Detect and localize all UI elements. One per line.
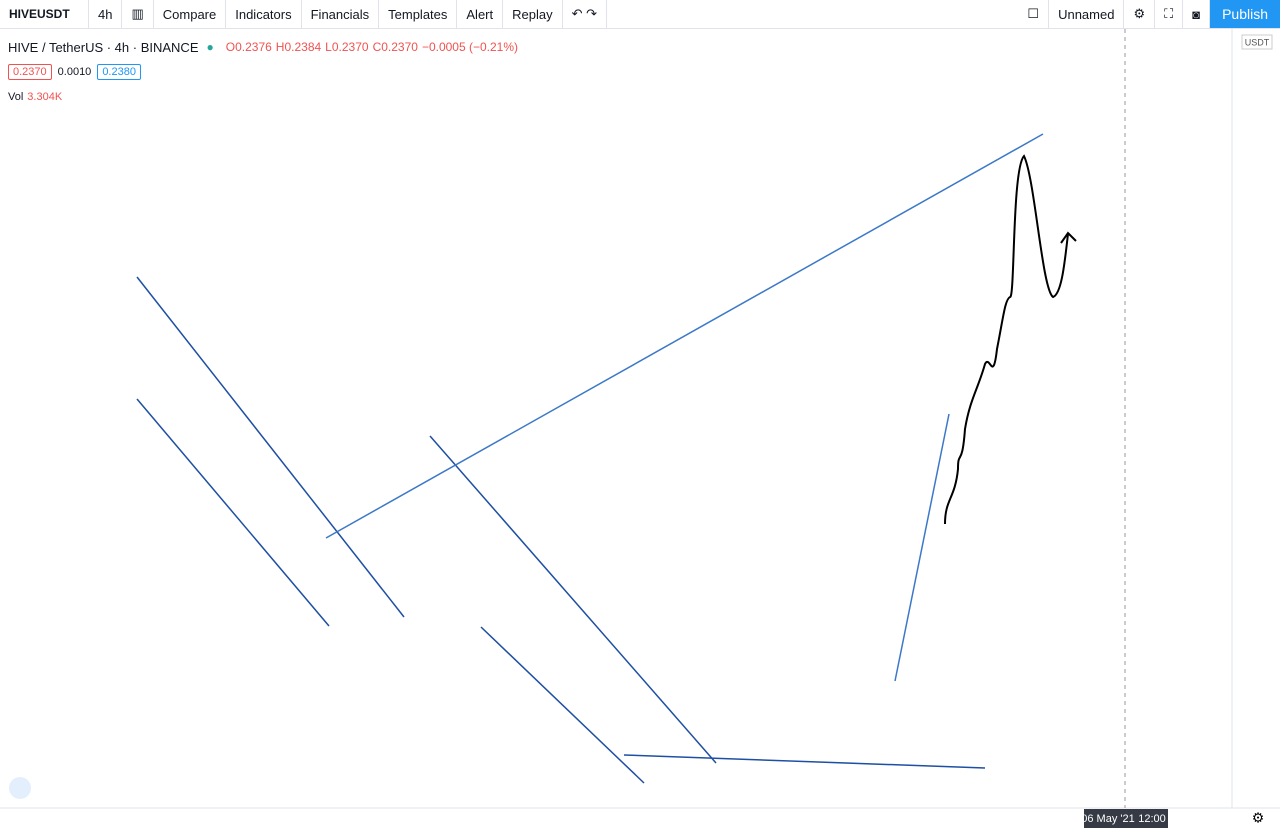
layout-name[interactable]: Unnamed bbox=[1049, 0, 1125, 28]
status-dot: ● bbox=[206, 40, 214, 54]
toolbar-button[interactable]: Alert bbox=[457, 0, 504, 28]
toolbar-button[interactable]: Indicators bbox=[226, 0, 302, 28]
support-line bbox=[623, 754, 986, 769]
toolbar-button[interactable]: Replay bbox=[503, 0, 563, 28]
fullscreen[interactable]: ⛶ bbox=[1155, 0, 1184, 28]
crosshair-date: 06 May '21 bbox=[1081, 813, 1134, 825]
snapshot[interactable]: ◙ bbox=[1183, 0, 1211, 28]
toolbar-button[interactable]: Templates bbox=[379, 0, 458, 28]
bid[interactable]: 0.2370 bbox=[8, 64, 52, 80]
currency: USDT bbox=[1245, 37, 1270, 47]
toolbar-button[interactable]: Financials bbox=[302, 0, 380, 28]
volume-label: Vol bbox=[8, 91, 24, 103]
ask[interactable]: 0.2380 bbox=[97, 64, 141, 80]
trend-line bbox=[325, 133, 1044, 539]
ohlc: H0.2384 bbox=[275, 40, 322, 54]
channel-line bbox=[136, 398, 330, 627]
symbol[interactable]: HIVEUSDT bbox=[0, 0, 89, 28]
forecast-drawing bbox=[944, 154, 1077, 525]
layout-toggle[interactable]: ☐ bbox=[1018, 0, 1050, 28]
undo[interactable]: ↶ ↷ bbox=[563, 0, 607, 28]
chart: USDT 06 May '21 12:00 ⚙ bbox=[0, 29, 1280, 834]
crosshair-label bbox=[1084, 809, 1168, 828]
toolbar-button[interactable]: Compare bbox=[154, 0, 227, 28]
channel-line bbox=[480, 626, 645, 784]
settings[interactable]: ⚙ bbox=[1124, 0, 1156, 28]
drawings bbox=[136, 133, 1077, 784]
volume: 3.304K bbox=[27, 91, 63, 103]
logo[interactable] bbox=[9, 777, 31, 799]
ohlc: L0.2370 bbox=[325, 40, 369, 54]
ohlc: O0.2376 bbox=[225, 40, 272, 54]
channel-line bbox=[429, 435, 717, 764]
publish-button[interactable]: Publish bbox=[1210, 0, 1280, 28]
interval[interactable]: 4h bbox=[89, 0, 123, 28]
crosshair-time: 12:00 bbox=[1138, 813, 1166, 825]
channel-line bbox=[136, 276, 405, 618]
change: −0.0005 (−0.21%) bbox=[421, 40, 519, 54]
ohlc: C0.2370 bbox=[372, 40, 418, 54]
toolbar: HIVEUSDT 4h ▥ Compare Indicators Financi… bbox=[0, 0, 1280, 29]
legend: HIVE / TetherUS · 4h · BINANCE ● O0.2376… bbox=[8, 36, 518, 111]
legend-title: HIVE / TetherUS · 4h · BINANCE bbox=[8, 39, 199, 55]
axis-settings[interactable]: ⚙ bbox=[1252, 810, 1265, 826]
trend-line bbox=[894, 413, 950, 682]
spread: 0.0010 bbox=[57, 66, 92, 78]
currency-box bbox=[1241, 34, 1273, 50]
chart-type[interactable]: ▥ bbox=[122, 0, 154, 28]
price-axis bbox=[1232, 29, 1280, 834]
